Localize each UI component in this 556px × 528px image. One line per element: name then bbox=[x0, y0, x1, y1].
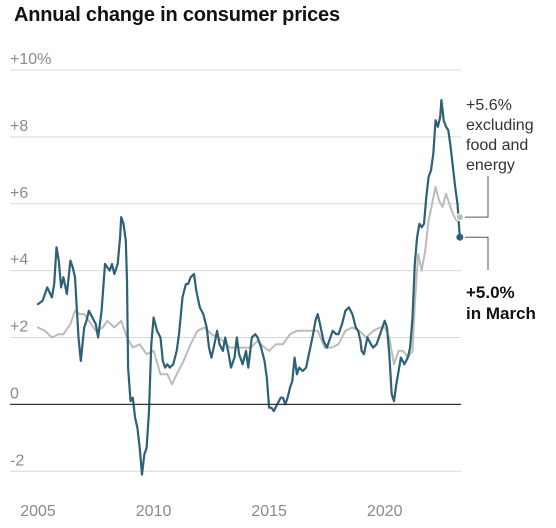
series-line-core bbox=[37, 186, 461, 386]
core-annotation-line: +5.6% bbox=[466, 97, 512, 114]
y-tick-label: -2 bbox=[10, 452, 24, 469]
annotation-core: +5.6% excluding food and energy bbox=[455, 97, 534, 222]
all-items-annotation-line: in March bbox=[466, 304, 536, 323]
core-annotation-line: energy bbox=[466, 157, 515, 174]
grid-lines bbox=[10, 69, 461, 472]
all-items-end-marker bbox=[456, 233, 464, 241]
all-items-annotation-line: +5.0% bbox=[466, 283, 515, 302]
y-tick-label: 0 bbox=[10, 385, 19, 402]
annotation-all-items: +5.0% in March bbox=[456, 233, 536, 323]
all-items-leader-line bbox=[464, 236, 489, 270]
chart-title: Annual change in consumer prices bbox=[14, 4, 340, 26]
x-tick-label: 2020 bbox=[367, 503, 403, 520]
core-annotation-line: excluding bbox=[466, 117, 534, 134]
core-leader-line bbox=[464, 176, 489, 218]
x-tick-label: 2005 bbox=[20, 503, 56, 520]
y-tick-labels: +10% +8 +6 +4 +2 0 -2 bbox=[10, 51, 51, 469]
series-line-all-items bbox=[36, 99, 461, 476]
y-tick-label: +2 bbox=[10, 319, 28, 336]
y-tick-label: +4 bbox=[10, 252, 28, 269]
core-end-marker bbox=[455, 213, 464, 222]
core-annotation-line: food and bbox=[466, 137, 528, 154]
y-tick-label: +8 bbox=[10, 118, 28, 135]
x-tick-labels: 2005 2010 2015 2020 bbox=[20, 503, 402, 520]
x-tick-label: 2015 bbox=[251, 503, 287, 520]
x-tick-label: 2010 bbox=[136, 503, 172, 520]
y-tick-label: +10% bbox=[10, 51, 51, 68]
y-tick-label: +6 bbox=[10, 185, 28, 202]
